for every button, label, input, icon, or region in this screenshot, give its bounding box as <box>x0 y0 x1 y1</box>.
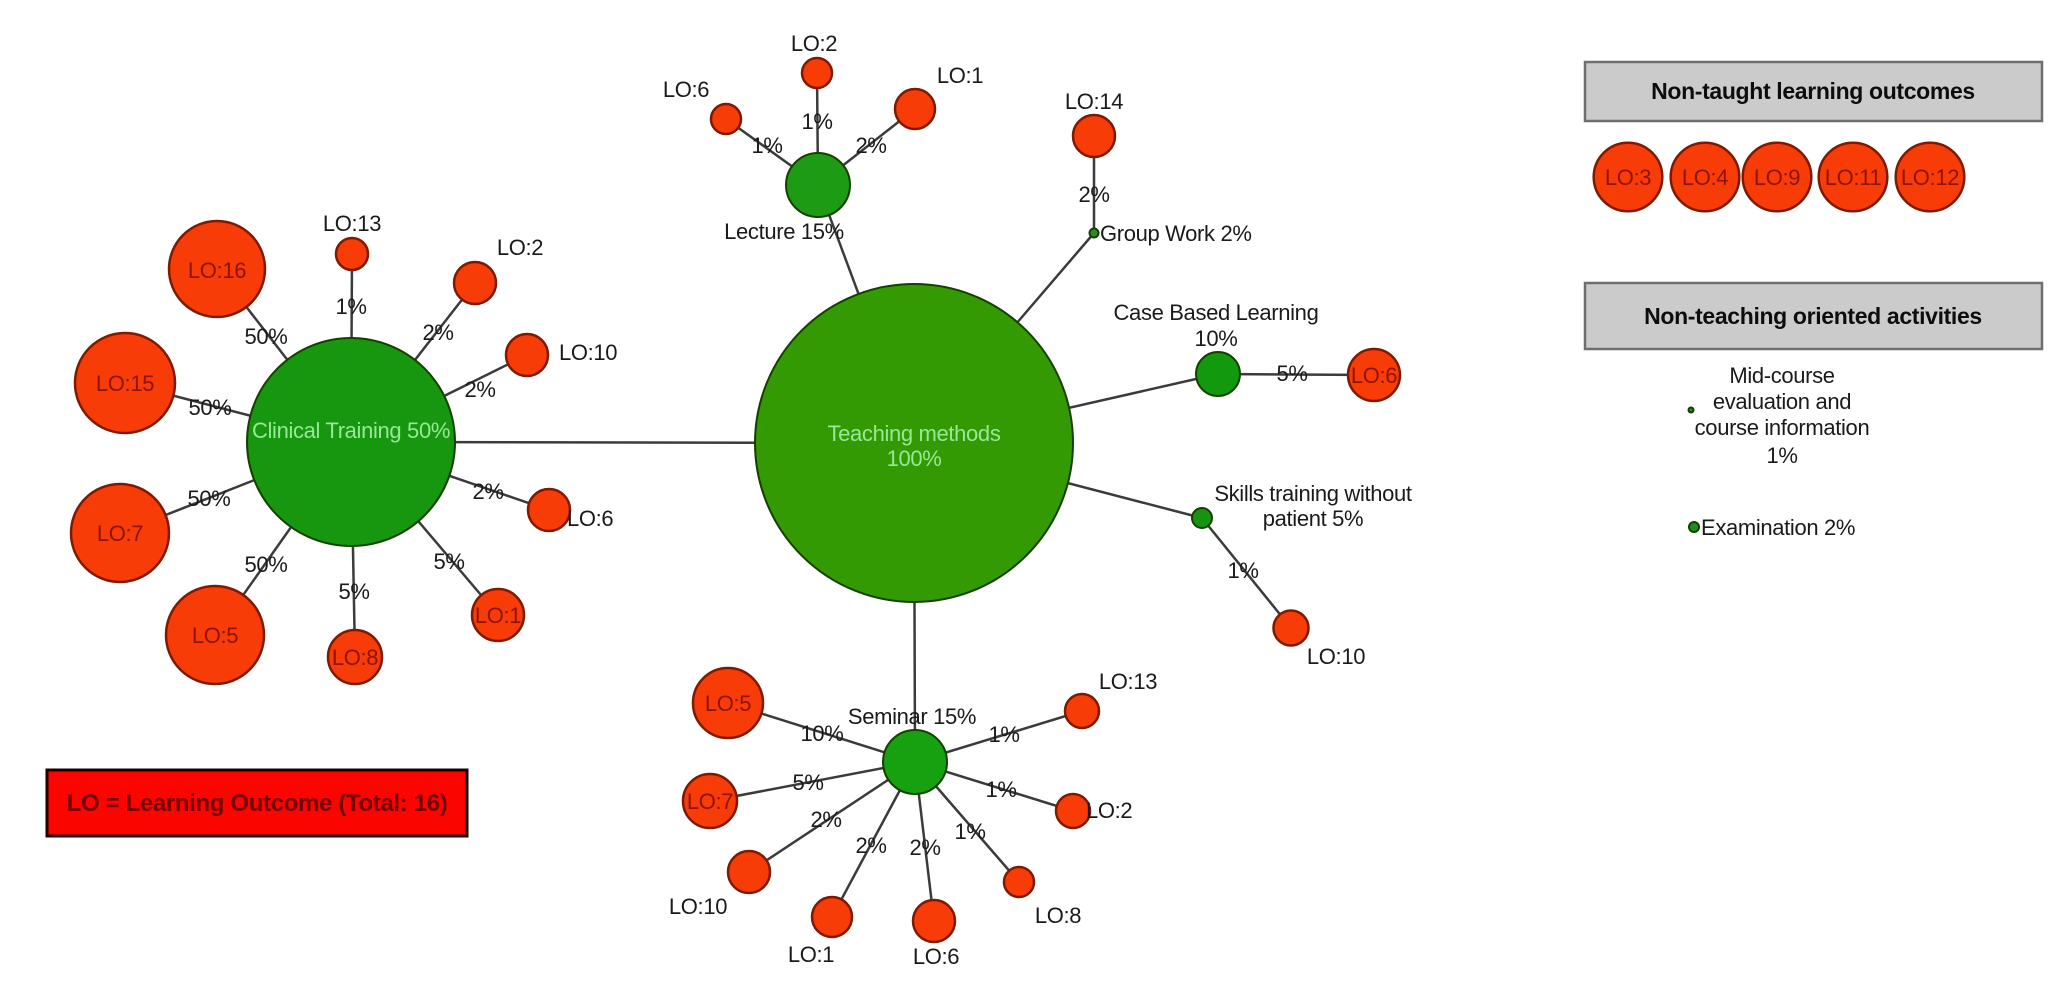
svg-text:LO:1: LO:1 <box>788 942 834 967</box>
svg-text:LO:5: LO:5 <box>705 691 751 716</box>
svg-text:50%: 50% <box>189 395 232 420</box>
svg-text:LO:4: LO:4 <box>1682 165 1728 190</box>
svg-text:LO:10: LO:10 <box>1307 644 1365 669</box>
svg-text:LO:6: LO:6 <box>913 944 959 969</box>
svg-text:LO:6: LO:6 <box>1351 363 1397 388</box>
svg-text:Case Based Learning: Case Based Learning <box>1114 300 1319 325</box>
svg-text:LO:11: LO:11 <box>1825 165 1882 190</box>
svg-text:LO:1: LO:1 <box>475 603 521 628</box>
svg-text:LO:13: LO:13 <box>1099 669 1157 694</box>
svg-text:LO:6: LO:6 <box>567 506 613 531</box>
svg-text:LO:1: LO:1 <box>937 63 983 88</box>
svg-text:5%: 5% <box>433 549 464 574</box>
svg-text:50%: 50% <box>245 552 288 577</box>
svg-text:10%: 10% <box>1195 326 1238 351</box>
svg-text:patient 5%: patient 5% <box>1263 506 1363 531</box>
svg-text:LO:16: LO:16 <box>188 258 246 283</box>
svg-text:2%: 2% <box>855 833 886 858</box>
svg-text:Seminar 15%: Seminar 15% <box>848 704 976 729</box>
svg-text:LO:13: LO:13 <box>323 211 381 236</box>
svg-text:Lecture 15%: Lecture 15% <box>724 219 844 244</box>
svg-text:LO:10: LO:10 <box>559 340 617 365</box>
svg-text:Clinical Training 50%: Clinical Training 50% <box>252 418 450 443</box>
svg-text:LO:8: LO:8 <box>1035 903 1081 928</box>
svg-text:Mid-course: Mid-course <box>1729 363 1834 388</box>
svg-text:1%: 1% <box>335 294 366 319</box>
svg-text:1%: 1% <box>954 819 985 844</box>
svg-text:LO:2: LO:2 <box>791 31 837 56</box>
svg-text:Skills training without: Skills training without <box>1214 481 1412 506</box>
svg-text:2%: 2% <box>855 133 886 158</box>
svg-text:LO = Learning Outcome (Total:: LO = Learning Outcome (Total: 16) <box>67 790 448 817</box>
svg-text:5%: 5% <box>338 579 369 604</box>
svg-text:50%: 50% <box>188 486 231 511</box>
svg-text:1%: 1% <box>1766 443 1797 468</box>
svg-text:5%: 5% <box>1276 361 1307 386</box>
svg-text:LO:2: LO:2 <box>497 235 543 260</box>
svg-text:LO:8: LO:8 <box>332 645 378 670</box>
svg-text:5%: 5% <box>792 770 823 795</box>
svg-text:Examination 2%: Examination 2% <box>1701 515 1855 540</box>
svg-text:LO:3: LO:3 <box>1605 165 1651 190</box>
svg-text:Non-teaching oriented activiti: Non-teaching oriented activities <box>1644 303 1982 329</box>
svg-text:1%: 1% <box>1227 558 1258 583</box>
svg-text:LO:14: LO:14 <box>1065 89 1123 114</box>
svg-text:10%: 10% <box>801 721 844 746</box>
svg-text:1%: 1% <box>985 777 1016 802</box>
svg-text:Group Work 2%: Group Work 2% <box>1100 221 1252 246</box>
svg-text:50%: 50% <box>245 324 288 349</box>
svg-text:course information: course information <box>1695 415 1870 440</box>
svg-text:LO:7: LO:7 <box>687 789 733 814</box>
svg-text:LO:12: LO:12 <box>1901 165 1959 190</box>
svg-text:1%: 1% <box>988 722 1019 747</box>
svg-text:LO:2: LO:2 <box>1086 798 1132 823</box>
svg-text:2%: 2% <box>810 807 841 832</box>
svg-text:LO:7: LO:7 <box>97 521 143 546</box>
svg-text:LO:9: LO:9 <box>1754 165 1800 190</box>
svg-text:LO:5: LO:5 <box>192 623 238 648</box>
svg-text:Teaching methods: Teaching methods <box>828 421 1001 446</box>
svg-text:2%: 2% <box>422 320 453 345</box>
svg-text:1%: 1% <box>751 133 782 158</box>
svg-text:2%: 2% <box>909 835 940 860</box>
svg-text:100%: 100% <box>887 446 942 471</box>
svg-text:Non-taught learning outcomes: Non-taught learning outcomes <box>1651 78 1975 104</box>
svg-text:LO:6: LO:6 <box>663 77 709 102</box>
svg-text:2%: 2% <box>464 377 495 402</box>
svg-text:LO:10: LO:10 <box>669 894 727 919</box>
svg-text:2%: 2% <box>1078 182 1109 207</box>
svg-text:evaluation and: evaluation and <box>1713 389 1851 414</box>
svg-text:LO:15: LO:15 <box>96 371 154 396</box>
svg-text:1%: 1% <box>801 109 832 134</box>
svg-text:2%: 2% <box>472 479 503 504</box>
